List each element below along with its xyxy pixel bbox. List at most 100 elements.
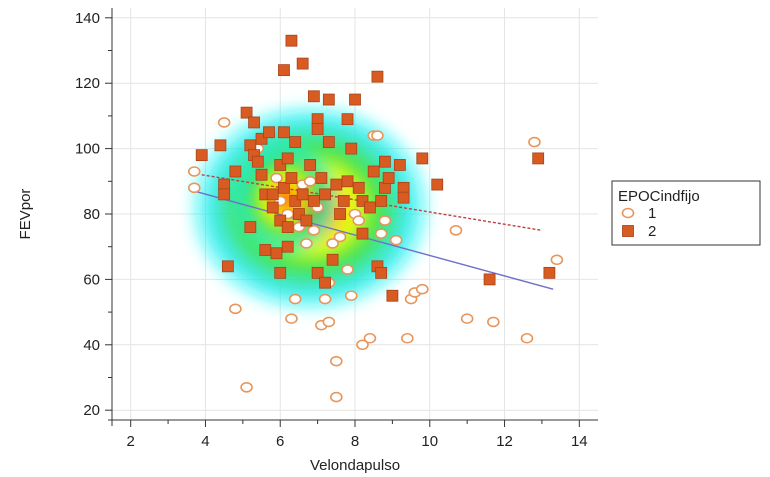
point-series-2-76 [307,195,320,207]
point-series-2-53 [367,165,380,178]
point-series-2-3 [218,188,231,201]
point-series-2-70 [319,276,331,289]
point-series-1-29 [356,339,369,351]
point-series-2-64 [431,178,444,191]
point-series-1-41 [460,313,474,324]
point-series-2-45 [341,113,354,126]
point-series-1-9 [285,313,298,324]
point-series-1-23 [330,391,343,403]
data-points [187,34,564,403]
point-series-1-39 [415,283,429,295]
y-tick-label-4: 100 [75,141,100,158]
point-series-2-28 [289,136,302,148]
point-series-1-33 [374,228,388,239]
point-series-2-7 [244,139,257,152]
point-series-1-24 [333,231,347,243]
point-series-1-18 [318,293,332,305]
point-series-2-31 [296,188,309,201]
x-tick-label-3: 8 [351,433,359,450]
point-series-1-30 [363,332,377,344]
point-series-1-21 [326,238,339,249]
point-series-2-67 [543,266,556,279]
point-series-2-69 [311,266,324,279]
point-series-2-44 [337,195,350,207]
x-tick-label-4: 10 [421,433,438,450]
point-series-2-34 [307,90,320,103]
legend-marker-2 [622,225,634,237]
legend-marker-1 [621,207,635,219]
point-series-2-42 [330,178,343,191]
point-series-2-9 [248,116,260,129]
point-series-2-38 [319,188,331,201]
point-series-2-60 [393,159,406,171]
y-axis-title: FEVpor [17,189,34,240]
point-series-2-19 [274,159,287,171]
point-series-2-17 [270,247,283,260]
fit-line-series-1 [194,190,554,290]
y-tick-label-1: 40 [83,337,100,354]
point-series-2-52 [364,201,376,214]
point-series-1-35 [389,234,403,246]
point-series-2-1 [214,139,227,152]
y-tick-label-5: 120 [75,75,100,92]
point-series-2-48 [349,93,361,106]
point-series-1-3 [229,303,242,315]
point-series-2-75 [266,188,279,201]
point-series-2-30 [296,57,309,70]
point-series-1-14 [303,176,317,187]
legend-title: EPOCindfijo [618,188,700,205]
point-series-1-25 [341,264,354,275]
point-series-2-25 [285,172,298,184]
point-series-2-5 [229,165,242,178]
point-series-2-37 [315,172,328,184]
point-series-2-47 [345,142,358,155]
point-series-1-45 [550,254,564,266]
point-series-2-55 [375,195,388,207]
legend-box [611,180,761,246]
point-series-2-10 [251,155,264,168]
point-series-2-68 [281,152,294,165]
density-overlay [185,100,435,316]
x-axis-title: Velondapulso [310,457,400,474]
point-series-2-40 [322,136,335,148]
point-series-2-6 [240,106,253,119]
point-series-2-24 [281,240,294,253]
point-series-2-65 [483,273,496,286]
point-series-1-36 [401,332,414,344]
point-series-2-57 [379,181,391,194]
point-series-2-61 [397,181,410,194]
point-series-2-20 [278,64,290,77]
point-series-2-50 [356,227,369,240]
point-series-1-10 [288,293,302,305]
point-series-2-56 [379,155,391,168]
point-series-2-51 [356,195,369,207]
point-series-1-43 [520,332,534,344]
point-series-2-43 [334,208,346,220]
point-series-2-33 [304,159,317,171]
x-tick-label-2: 6 [276,433,284,450]
point-series-2-35 [311,113,324,126]
point-series-2-39 [322,93,335,106]
point-series-2-58 [382,172,395,184]
point-series-1-28 [352,215,366,226]
point-series-2-41 [326,253,339,266]
point-series-2-2 [218,178,231,191]
point-series-1-22 [330,355,343,367]
legend-label-2: 2 [648,223,656,240]
x-tick-label-6: 14 [571,433,588,450]
legend-label-1: 1 [648,205,656,222]
point-series-2-0 [195,149,208,162]
y-tick-label-2: 60 [83,271,100,288]
point-series-1-1 [187,182,201,194]
y-tick-label-0: 20 [83,402,100,419]
point-series-1-15 [307,225,321,236]
point-series-2-46 [341,175,354,188]
point-series-2-15 [263,126,275,139]
point-series-2-22 [278,181,290,194]
point-series-2-66 [532,152,545,165]
point-series-1-2 [217,117,231,128]
point-series-1-26 [344,290,358,302]
point-series-2-27 [289,195,302,207]
point-series-1-19 [322,316,336,328]
